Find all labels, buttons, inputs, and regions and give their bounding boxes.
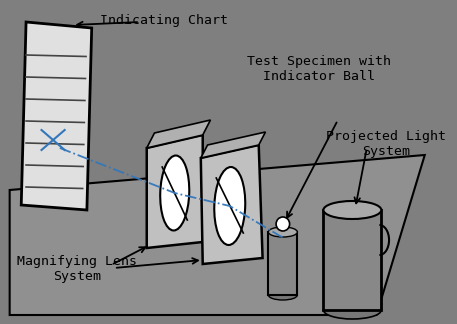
Text: Projected Light
System: Projected Light System: [326, 130, 446, 158]
Polygon shape: [10, 155, 425, 315]
Ellipse shape: [214, 167, 245, 245]
Ellipse shape: [324, 201, 381, 219]
Polygon shape: [201, 145, 263, 264]
Ellipse shape: [268, 227, 298, 237]
Text: Magnifying Lens
System: Magnifying Lens System: [17, 255, 137, 283]
Bar: [324, 210, 381, 310]
Ellipse shape: [324, 301, 381, 319]
Polygon shape: [21, 22, 92, 210]
Ellipse shape: [160, 156, 189, 230]
Polygon shape: [147, 120, 211, 148]
Ellipse shape: [268, 290, 298, 300]
Polygon shape: [147, 135, 203, 248]
Bar: [268, 232, 298, 295]
Text: Indicating Chart: Indicating Chart: [100, 14, 228, 27]
Ellipse shape: [276, 217, 290, 231]
Text: Test Specimen with
Indicator Ball: Test Specimen with Indicator Ball: [247, 55, 391, 83]
Polygon shape: [201, 132, 266, 158]
